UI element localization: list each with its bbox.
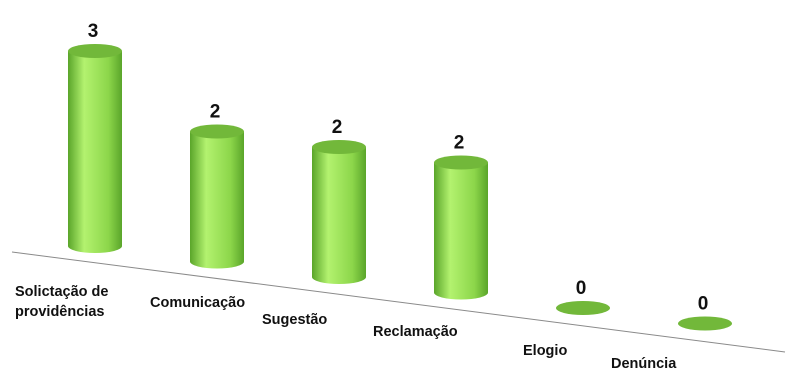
bar-top [434,155,488,170]
bar-3 [434,155,488,300]
bar-0 [68,44,122,253]
category-label: Elogio [523,343,567,359]
value-labels-group: 3 2 2 2 0 0 [88,21,709,315]
bar-1 [190,124,244,269]
value-label: 3 [88,21,99,42]
bar-top [312,140,366,154]
bars-group [68,44,732,331]
bar-2 [312,140,366,284]
bar-body [68,51,122,253]
bar-body [190,131,244,269]
x-axis-line [11,251,786,353]
category-label: Denúncia [611,356,677,372]
value-label: 0 [698,294,709,315]
bar-4 [556,301,610,315]
bar-body [434,162,488,300]
value-label: 2 [210,102,221,123]
bar-top [556,301,610,315]
bar-body [312,147,366,284]
category-label: Sugestão [262,312,327,328]
bar-top [68,44,122,58]
bar-top [190,124,244,139]
category-labels-group: Solictação de providências Comunicação Suge… [15,284,677,372]
bar-5 [678,316,732,331]
category-label: Solictação de providências [15,284,108,320]
value-label: 2 [332,117,343,138]
category-label: Reclamação [373,324,458,340]
category-label: Comunicação [150,295,245,311]
value-label: 2 [454,133,465,154]
bar-top [678,316,732,331]
value-label: 0 [576,278,587,299]
